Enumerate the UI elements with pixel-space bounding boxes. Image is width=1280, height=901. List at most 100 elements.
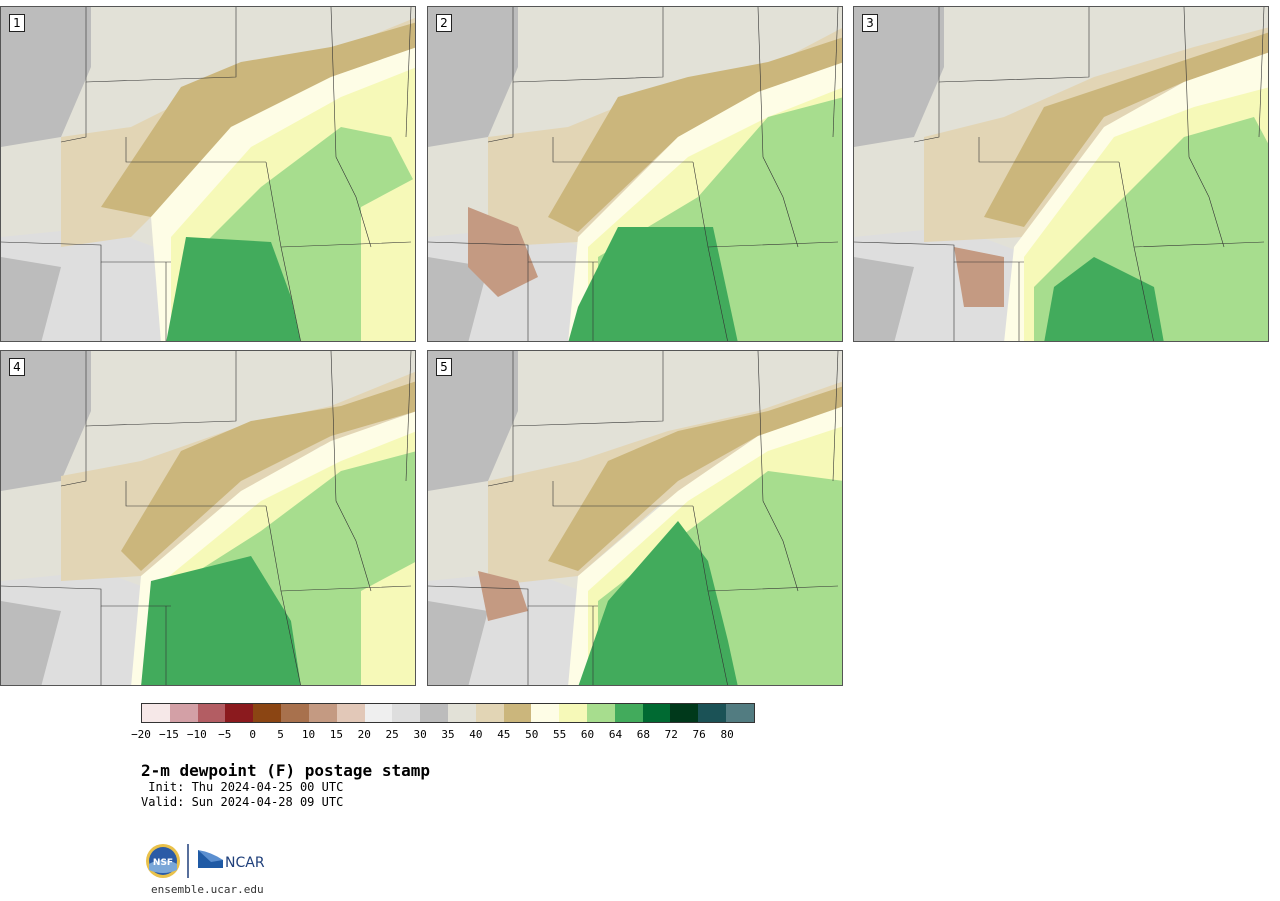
dewpoint-map <box>428 7 842 341</box>
dewpoint-region <box>361 562 415 685</box>
colorbar-swatch <box>169 704 198 722</box>
dewpoint-region <box>578 521 738 685</box>
colorbar-tick-label: 60 <box>580 728 595 741</box>
state-boundary <box>978 137 1119 163</box>
state-boundary <box>405 7 412 138</box>
state-boundary <box>85 7 237 83</box>
state-boundary <box>512 351 664 427</box>
colorbar <box>141 703 755 723</box>
website-url: ensemble.ucar.edu <box>151 883 264 896</box>
map-panel-2: 2 <box>427 6 843 342</box>
state-boundary <box>405 351 412 482</box>
colorbar-swatch <box>475 704 504 722</box>
colorbar-tick-label: 20 <box>357 728 371 741</box>
colorbar-swatch <box>447 704 476 722</box>
dewpoint-map <box>428 351 842 685</box>
dewpoint-region <box>141 556 301 685</box>
ncar-logo-icon: NCAR <box>198 850 265 871</box>
dewpoint-region <box>854 257 914 341</box>
dewpoint-region <box>1 257 61 341</box>
dewpoint-region <box>166 237 301 341</box>
colorbar-swatch <box>281 704 309 722</box>
state-boundary <box>512 7 664 83</box>
state-boundary <box>487 426 514 487</box>
colorbar-tick-label: 5 <box>277 728 284 741</box>
panel-label: 3 <box>862 14 878 32</box>
colorbar-ticks: −20 −15 −10 −5 0 5 10 15 20 25 30 35 40 45 50 55 60 64 68 7… <box>131 728 755 742</box>
colorbar-swatch <box>336 704 365 722</box>
dewpoint-map <box>1 7 415 341</box>
state-boundary <box>280 246 301 341</box>
state-boundary <box>1183 7 1225 248</box>
map-panel-3: 3 <box>853 6 1269 342</box>
dewpoint-region <box>1044 257 1164 341</box>
state-boundary <box>757 7 799 248</box>
dewpoint-region <box>468 207 538 297</box>
colorbar-tick-label: −20 <box>131 728 151 741</box>
state-boundary <box>1133 246 1154 341</box>
colorbar-tick-label: 64 <box>608 728 623 741</box>
chart-title: 2-m dewpoint (F) postage stamp <box>141 761 430 780</box>
colorbar-tick-label: 55 <box>553 728 567 741</box>
dewpoint-region <box>1 601 61 685</box>
state-boundary <box>487 82 514 143</box>
dewpoint-map <box>1 351 415 685</box>
map-panel-5: 5 <box>427 350 843 686</box>
panel-label: 1 <box>9 14 25 32</box>
colorbar-swatch <box>531 704 560 722</box>
panel-label: 5 <box>436 358 452 376</box>
map-panel-1: 1 <box>0 6 416 342</box>
state-boundary <box>757 351 799 592</box>
dewpoint-region <box>428 7 518 147</box>
state-boundary <box>60 82 87 143</box>
panel-label: 2 <box>436 14 452 32</box>
dewpoint-region <box>984 32 1268 227</box>
colorbar-tick-label: 50 <box>525 728 539 741</box>
state-boundary <box>832 7 839 138</box>
colorbar-tick-label: 68 <box>636 728 650 741</box>
colorbar-swatch <box>225 704 254 722</box>
state-boundary <box>707 590 728 685</box>
dewpoint-region <box>854 7 944 147</box>
colorbar-tick-label: −15 <box>158 728 179 741</box>
state-boundary <box>1 585 171 607</box>
colorbar-swatch <box>392 704 421 722</box>
valid-time: Valid: Sun 2024-04-28 09 UTC <box>141 795 344 809</box>
init-time: Init: Thu 2024-04-25 00 UTC <box>141 780 344 794</box>
colorbar-tick-label: 30 <box>413 728 427 741</box>
state-boundary <box>552 137 693 163</box>
colorbar-swatch <box>420 704 448 722</box>
colorbar-swatch <box>642 704 671 722</box>
logos: NSF NCAR <box>146 844 265 878</box>
colorbar-swatch <box>503 704 532 722</box>
colorbar-tick-label: 10 <box>301 728 316 741</box>
colorbar-tick-label: −5 <box>218 728 232 741</box>
state-boundary <box>428 241 598 263</box>
state-boundary <box>330 7 372 248</box>
dewpoint-region <box>428 257 488 341</box>
dewpoint-region <box>428 601 488 685</box>
colorbar-tick-label: 0 <box>249 728 256 741</box>
colorbar-swatch <box>670 704 699 722</box>
colorbar-tick-label: 35 <box>441 728 455 741</box>
state-boundary <box>707 246 728 341</box>
colorbar-swatch <box>726 704 754 722</box>
dewpoint-region <box>548 386 842 571</box>
colorbar-swatch <box>364 704 393 722</box>
colorbar-swatch <box>559 704 587 722</box>
state-boundary <box>832 351 839 482</box>
colorbar-swatch <box>698 704 727 722</box>
state-boundary <box>938 7 1090 83</box>
colorbar-swatch <box>587 704 615 722</box>
state-boundary <box>60 426 87 487</box>
dewpoint-region <box>1 7 91 147</box>
dewpoint-region <box>428 351 518 491</box>
dewpoint-region <box>121 381 415 571</box>
state-boundary <box>913 82 940 143</box>
state-boundary <box>1 241 171 263</box>
state-boundary <box>85 351 237 427</box>
colorbar-tick-label: 25 <box>385 728 399 741</box>
colorbar-tick-label: 45 <box>497 728 511 741</box>
dewpoint-region <box>361 178 415 341</box>
colorbar-swatch <box>142 704 170 722</box>
